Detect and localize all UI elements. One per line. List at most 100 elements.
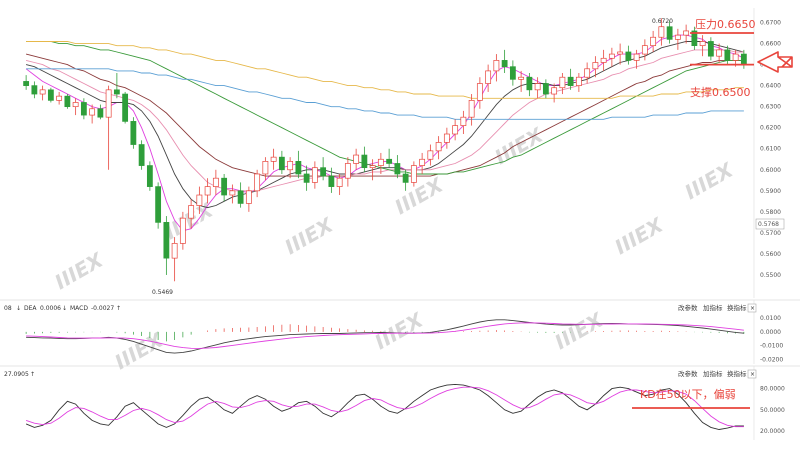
low-marker-label: 0.5469 [152, 289, 173, 296]
candle-31 [278, 150, 285, 174]
macd-header-dea-value: 0.0006 [40, 305, 61, 312]
candle-23 [212, 169, 219, 196]
candle-37 [328, 167, 335, 193]
candle-58 [501, 49, 508, 74]
kd-change-indicator-button[interactable]: 换指标 [727, 369, 747, 378]
candle-body-47 [410, 165, 417, 183]
macd-lines [26, 319, 744, 354]
candle-13 [130, 117, 137, 149]
kd-tick-0: 80.0000 [760, 386, 785, 393]
candle-body-85 [724, 49, 731, 61]
candle-body-61 [526, 76, 533, 91]
price-tick-7: 0.6000 [760, 167, 781, 174]
candle-0 [23, 75, 30, 90]
candle-9 [97, 104, 104, 120]
macd-header-macd-value: -0.0027 [91, 305, 114, 312]
candle-40 [353, 148, 360, 170]
macd-tick-1: 0.0000 [760, 329, 781, 336]
candle-body-68 [584, 68, 591, 78]
macd-header-macd-name: MACD [70, 305, 88, 312]
price-tick-3: 0.6400 [760, 83, 781, 90]
candle-body-37 [328, 175, 335, 187]
candle-1 [31, 81, 38, 99]
candle-85 [724, 45, 731, 65]
price-markers: 0.5768 0.6720 0.5469 [152, 18, 785, 296]
candle-body-7 [80, 102, 87, 116]
price-tick-4: 0.6300 [760, 104, 781, 111]
candle-60 [518, 70, 525, 92]
macd-close-icon[interactable]: × [750, 305, 755, 312]
candle-87 [740, 49, 747, 69]
candle-body-30 [270, 156, 277, 162]
candle-71 [608, 47, 615, 67]
candle-body-54 [468, 100, 475, 118]
candle-8 [89, 104, 96, 124]
candle-53 [460, 110, 467, 135]
candle-7 [80, 98, 87, 120]
candle-body-58 [501, 60, 508, 68]
candle-38 [336, 173, 343, 196]
candle-78 [666, 20, 673, 44]
kd-close-button[interactable] [747, 369, 757, 379]
candle-83 [707, 37, 714, 61]
candle-22 [204, 178, 211, 204]
candle-68 [584, 62, 591, 84]
moving-average-line-1 [25, 41, 745, 209]
support-label: 支撑0.6500 [690, 85, 751, 99]
candle-49 [427, 144, 434, 166]
candle-body-66 [567, 76, 574, 86]
candle-24 [221, 173, 228, 202]
kd-close-icon[interactable]: × [750, 371, 755, 378]
price-tick-9: 0.5800 [760, 209, 781, 216]
kd-panel: 27.0905 ↑ 改参数 加指标 换指标 × 80.0000 50.0000 20… [0, 365, 800, 440]
macd-add-indicator-button[interactable]: 加指标 [703, 303, 723, 312]
macd-header-arrow-icon: ↓ [16, 305, 21, 312]
candle-body-16 [155, 186, 162, 223]
price-tick-1: 0.6600 [760, 41, 781, 48]
moving-average-lines [25, 34, 745, 232]
candle-2 [39, 85, 46, 101]
candle-3 [47, 87, 54, 103]
candle-body-72 [617, 51, 624, 55]
candle-body-70 [600, 57, 607, 63]
candle-47 [410, 161, 417, 187]
macd-tick-3: -0.0200 [760, 356, 783, 363]
candle-20 [188, 199, 195, 229]
macd-close-button[interactable] [747, 303, 757, 313]
candle-26 [237, 182, 244, 208]
candle-11 [113, 73, 120, 99]
price-tick-12: 0.5500 [760, 272, 781, 279]
candle-body-9 [97, 108, 104, 118]
kd-tick-1: 50.0000 [760, 407, 785, 414]
kd-header-arrow-icon: ↑ [30, 371, 35, 378]
kd-params-button[interactable]: 改参数 [678, 369, 698, 378]
candle-76 [650, 30, 657, 52]
macd-params-button[interactable]: 改参数 [678, 303, 698, 312]
kd-d-line [25, 386, 744, 428]
price-tick-11: 0.5600 [760, 251, 781, 258]
kd-k-line [25, 383, 744, 430]
moving-average-line-4 [26, 41, 744, 175]
candle-body-69 [592, 62, 599, 70]
watermark-text-5: IIIEX [611, 212, 669, 259]
candle-body-14 [138, 144, 145, 166]
moving-average-line-6 [26, 68, 744, 120]
candle-42 [369, 159, 376, 181]
kd-axis: 80.0000 50.0000 20.0000 [760, 386, 785, 435]
candle-body-27 [245, 190, 252, 204]
kd-annotation-label: KD在50以下，偏弱 [640, 387, 736, 401]
candle-body-53 [460, 116, 467, 126]
candle-73 [625, 45, 632, 65]
candle-body-22 [204, 186, 211, 196]
macd-header-arrow2-icon: ↓ [62, 305, 67, 312]
candle-body-42 [369, 165, 376, 169]
kd-header-value: 27.0905 [4, 371, 29, 378]
candle-34 [303, 165, 310, 191]
kd-add-indicator-button[interactable]: 加指标 [703, 369, 723, 378]
candle-21 [196, 186, 203, 214]
candle-84 [716, 43, 723, 63]
candle-body-73 [625, 51, 632, 61]
macd-change-indicator-button[interactable]: 换指标 [727, 303, 747, 312]
candle-54 [468, 94, 475, 126]
candle-body-28 [254, 173, 261, 192]
